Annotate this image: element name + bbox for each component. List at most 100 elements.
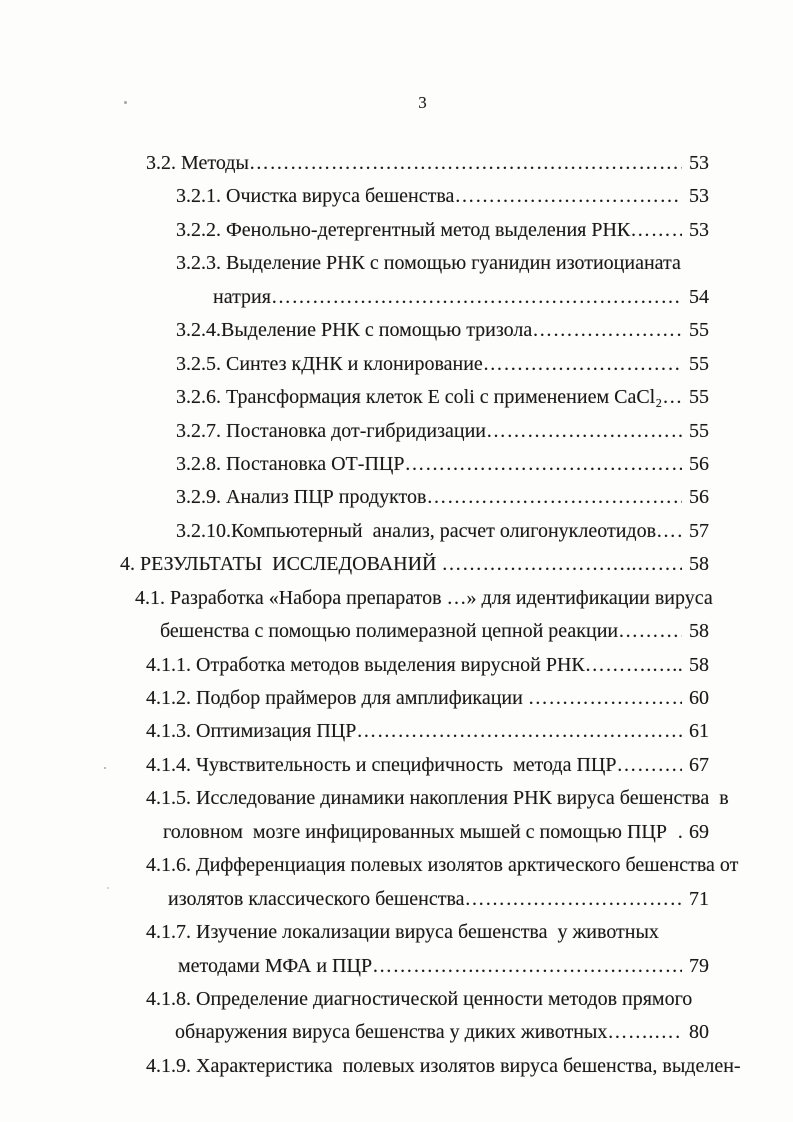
toc-entry-page: 79	[689, 954, 709, 977]
toc-entry-page: 53	[689, 218, 709, 241]
toc-dot-leader: ………………………………………………………………………………………………	[656, 519, 682, 542]
scan-speck	[107, 887, 109, 889]
toc-dot-leader: ………………………………………………………………………………………………	[618, 620, 682, 643]
toc-entry: 4. РЕЗУЛЬТАТЫ ИССЛЕДОВАНИЙ ………………………..………	[120, 548, 709, 581]
toc-entry: 3.2.5. Синтез кДНК и клонирование …………………	[120, 348, 709, 381]
toc-dot-leader: ……………………..…..…………………………………………………	[527, 687, 682, 709]
scan-speck	[104, 767, 106, 769]
toc-entry: 3.2.9. Анализ ПЦР продуктов …………………………………	[120, 481, 709, 514]
toc-entry: 4.1.3. Оптимизация ПЦР ………………………………………………	[120, 715, 709, 748]
toc-entry-label: 4.1.9. Характеристика полевых изолятов в…	[146, 1054, 741, 1077]
toc-entry-label: 4.1.8. Определение диагностической ценно…	[146, 987, 693, 1010]
toc-entry: 3.2. Методы ……………………………………………………………………………	[120, 147, 709, 180]
page-number: 3	[418, 93, 427, 112]
toc-entry: 3.2.3. Выделение РНК с помощью гуанидин …	[120, 247, 709, 280]
toc-entry-page: 67	[689, 753, 709, 776]
toc-entry: методами МФА и ПЦР …………….………………………………..……	[120, 950, 709, 983]
toc-entry-label: методами МФА и ПЦР	[178, 954, 373, 977]
toc-entry-page: 58	[689, 553, 709, 576]
toc-dot-leader: ……….…...…..………………………………………………………	[584, 653, 682, 676]
toc-entry-label: 3.2.6. Трансформация клеток E coli с при…	[176, 386, 663, 409]
toc-entry-label: 4.1.3. Оптимизация ПЦР	[146, 720, 357, 743]
toc-entry: 4.1.6. Дифференциация полевых изолятов а…	[120, 849, 738, 882]
toc-entry-label: 4.1.7. Изучение локализации вируса бешен…	[146, 921, 659, 944]
toc-entry: натрия …………………………………………………………………………………………	[120, 281, 709, 314]
toc-entry: 4.1.1. Отработка методов выделения вирус…	[120, 649, 709, 682]
toc-entry: головном мозге инфицированных мышей с по…	[120, 816, 709, 849]
toc-entry-label: 4.1.1. Отработка методов выделения вирус…	[146, 653, 585, 676]
toc-entry-label: бешенства с помощью полимеразной цепной …	[160, 620, 619, 643]
toc-dot-leader: ………………………………………………………………………………………………	[356, 720, 682, 743]
toc-entry-label: 4.1.6. Дифференциация полевых изолятов а…	[146, 854, 739, 877]
toc-entry-page: 55	[689, 352, 709, 375]
toc-dot-leader: ………………………………………………………………………………………………	[426, 486, 682, 509]
toc-entry-label: 4.1.2. Подбор праймеров для амплификации	[146, 687, 528, 709]
toc-entry-label: 3.2.8. Постановка ОТ-ПЦР	[176, 452, 405, 475]
toc-dot-leader: ………………………………………………………………………………………………	[630, 218, 682, 241]
toc-entry: обнаружения вируса бешенства у диких жив…	[120, 1016, 709, 1049]
toc-entry-label: натрия	[213, 285, 271, 308]
toc-entry-page: 55	[689, 419, 709, 442]
toc-entry: 4.1.9. Характеристика полевых изолятов в…	[120, 1050, 741, 1083]
toc-entry: 3.2.6. Трансформация клеток E coli с при…	[120, 381, 709, 414]
toc-entry-label: 3.2.1. Очистка вируса бешенства	[176, 185, 455, 208]
toc-entry-page: 80	[689, 1021, 709, 1044]
toc-entry-page: 55	[689, 319, 709, 342]
toc-entry-label: 4.1.5. Исследование динамики накопления …	[146, 787, 729, 810]
toc-entry-label: 3.2.5. Синтез кДНК и клонирование	[176, 352, 483, 375]
toc-entry-label: 4.1. Разработка «Набора препаратов …» дл…	[135, 586, 713, 609]
toc-entry-label: обнаружения вируса бешенства у диких жив…	[175, 1021, 608, 1044]
toc-dot-leader: …………….………………………………..………………………………………	[372, 954, 682, 977]
toc-entry-page: 71	[689, 887, 709, 910]
toc-entry: 4.1.7. Изучение локализации вируса бешен…	[120, 916, 709, 949]
toc-entry-label: 4. РЕЗУЛЬТАТЫ ИССЛЕДОВАНИЙ	[120, 553, 442, 576]
toc-dot-leader: ………………………………………………………………………………………………	[464, 887, 682, 910]
toc-entry: изолятов классического бешенства ……………………	[120, 883, 709, 916]
toc-entry: 3.2.1. Очистка вируса бешенства ………………………	[120, 180, 709, 213]
toc-entry-page: 53	[689, 152, 709, 174]
toc-dot-leader: ………………………………………………………………………………………………	[616, 753, 682, 776]
toc-entry-page: 53	[689, 185, 709, 208]
toc-entry: 3.2.4.Выделение РНК с помощью тризола ………	[120, 314, 709, 347]
toc-entry-page: 69	[689, 820, 709, 843]
toc-entry-page: 60	[689, 687, 709, 709]
toc-dot-leader: ………………………………………………………………………………………………	[454, 185, 682, 208]
toc-entry-page: 57	[689, 519, 709, 542]
toc-entry-label: 3.2.10.Компьютерный анализ, расчет олиго…	[176, 519, 657, 542]
toc-entry: 3.2.7. Постановка дот-гибридизации ………………	[120, 415, 709, 448]
toc-entry-page: 61	[689, 720, 709, 743]
toc-entry: 4.1.4. Чувствительность и специфичность …	[120, 749, 709, 782]
toc-entry-label: изолятов классического бешенства	[168, 887, 465, 910]
toc-entry-page: 56	[689, 486, 709, 509]
toc-entry-label: 3.2.9. Анализ ПЦР продуктов	[176, 486, 427, 509]
toc-dot-leader: ………………………………………………………………………………………………	[404, 452, 682, 475]
toc-dot-leader: ………………………………………………………………………………………………	[270, 285, 682, 308]
toc-dot-leader: ………………………..……………………………………………	[441, 553, 682, 576]
toc-entry-label: 3.2.2. Фенольно-детергентный метод выдел…	[176, 218, 631, 241]
toc-entry-label: 3.2.4.Выделение РНК с помощью тризола	[176, 319, 533, 342]
toc-dot-leader: ……………………………………………………	[677, 816, 682, 849]
toc-entry: 4.1.8. Определение диагностической ценно…	[120, 983, 709, 1016]
toc-entry-label: 4.1.4. Чувствительность и специфичность …	[146, 753, 617, 776]
toc-entry: 3.2.2. Фенольно-детергентный метод выдел…	[120, 214, 709, 247]
toc-dot-leader: ………………………………………………………………………………………………	[485, 419, 682, 442]
toc-dot-leader: ………………………………………………………………………………………………	[532, 319, 682, 342]
toc-entry-label: головном мозге инфицированных мышей с по…	[163, 820, 677, 843]
toc-dot-leader: ………………………………………………………………………………………………	[482, 352, 682, 375]
table-of-contents: 3.2. Методы ……………………………………………………………………………	[120, 147, 741, 1083]
toc-entry: 4.1.2. Подбор праймеров для амплификации…	[120, 682, 709, 715]
toc-entry-label: 3.2.7. Постановка дот-гибридизации	[176, 419, 486, 442]
toc-dot-leader: …….………..……………………………………………………	[607, 1021, 682, 1044]
toc-entry-page: 58	[689, 653, 709, 676]
toc-entry: 4.1. Разработка «Набора препаратов …» дл…	[120, 582, 713, 615]
toc-dot-leader: ………………………………………………………………………………………………	[662, 386, 682, 409]
scan-speck	[124, 101, 127, 104]
toc-entry-page: 55	[689, 386, 709, 409]
toc-entry-page: 54	[689, 285, 709, 308]
toc-entry-label: 3.2. Методы	[146, 152, 249, 174]
toc-entry: 4.1.5. Исследование динамики накопления …	[120, 782, 729, 815]
toc-entry-page: 58	[689, 620, 709, 643]
toc-entry: 3.2.8. Постановка ОТ-ПЦР …………………………………………	[120, 448, 709, 481]
toc-entry: бешенства с помощью полимеразной цепной …	[120, 615, 709, 648]
